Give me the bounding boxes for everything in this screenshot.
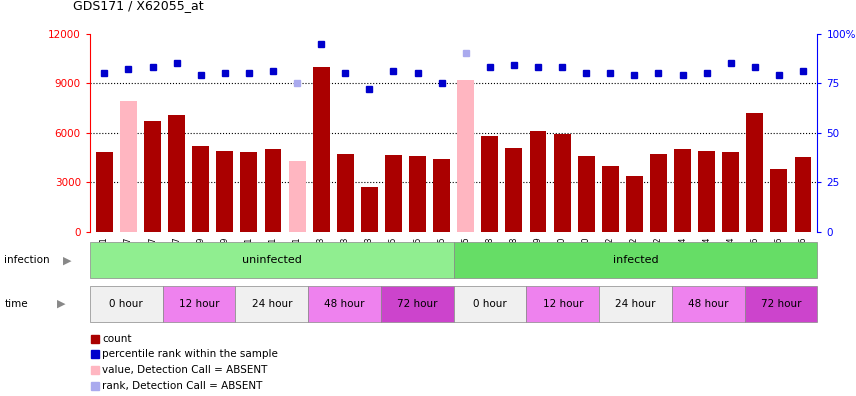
Bar [168, 114, 185, 232]
Text: infected: infected [613, 255, 658, 265]
Text: rank, Detection Call = ABSENT: rank, Detection Call = ABSENT [102, 381, 262, 391]
Bar [193, 146, 209, 232]
Text: 24 hour: 24 hour [252, 299, 292, 309]
Text: 12 hour: 12 hour [179, 299, 219, 309]
Bar [506, 147, 522, 232]
Bar [578, 156, 595, 232]
Text: 72 hour: 72 hour [397, 299, 437, 309]
Bar [481, 136, 498, 232]
Bar [361, 187, 377, 232]
Bar [526, 286, 599, 322]
Bar [433, 159, 450, 232]
Bar [722, 152, 740, 232]
Bar [794, 157, 811, 232]
Text: ▶: ▶ [62, 255, 71, 265]
Bar [217, 151, 233, 232]
Bar [554, 134, 571, 232]
Bar [90, 242, 454, 278]
Bar [675, 149, 691, 232]
Bar [336, 154, 354, 232]
Bar [650, 154, 667, 232]
Text: 12 hour: 12 hour [543, 299, 583, 309]
Text: uninfected: uninfected [242, 255, 301, 265]
Bar [698, 151, 715, 232]
Text: percentile rank within the sample: percentile rank within the sample [102, 349, 277, 359]
Bar [96, 152, 113, 232]
Bar [457, 80, 474, 232]
Bar [746, 113, 764, 232]
Bar [241, 152, 258, 232]
Text: ▶: ▶ [56, 299, 65, 309]
Text: 48 hour: 48 hour [324, 299, 365, 309]
Bar [90, 286, 163, 322]
Text: 0 hour: 0 hour [473, 299, 507, 309]
Text: time: time [4, 299, 28, 309]
Text: infection: infection [4, 255, 50, 265]
Bar [454, 286, 526, 322]
Bar [163, 286, 235, 322]
Bar [599, 286, 672, 322]
Bar [265, 149, 282, 232]
Bar [120, 101, 137, 232]
Text: 48 hour: 48 hour [688, 299, 728, 309]
Text: 72 hour: 72 hour [761, 299, 801, 309]
Bar [308, 286, 381, 322]
Text: count: count [102, 334, 131, 344]
Bar [626, 175, 643, 232]
Bar [144, 121, 161, 232]
Bar [235, 286, 308, 322]
Bar [385, 155, 401, 232]
Text: GDS171 / X62055_at: GDS171 / X62055_at [73, 0, 204, 12]
Bar [409, 156, 426, 232]
Bar [745, 286, 817, 322]
Bar [454, 242, 817, 278]
Bar [602, 166, 619, 232]
Text: 24 hour: 24 hour [615, 299, 656, 309]
Bar [381, 286, 454, 322]
Bar [312, 67, 330, 232]
Text: 0 hour: 0 hour [110, 299, 143, 309]
Bar [770, 169, 788, 232]
Bar [288, 161, 306, 232]
Bar [530, 131, 546, 232]
Text: value, Detection Call = ABSENT: value, Detection Call = ABSENT [102, 366, 267, 375]
Bar [672, 286, 745, 322]
